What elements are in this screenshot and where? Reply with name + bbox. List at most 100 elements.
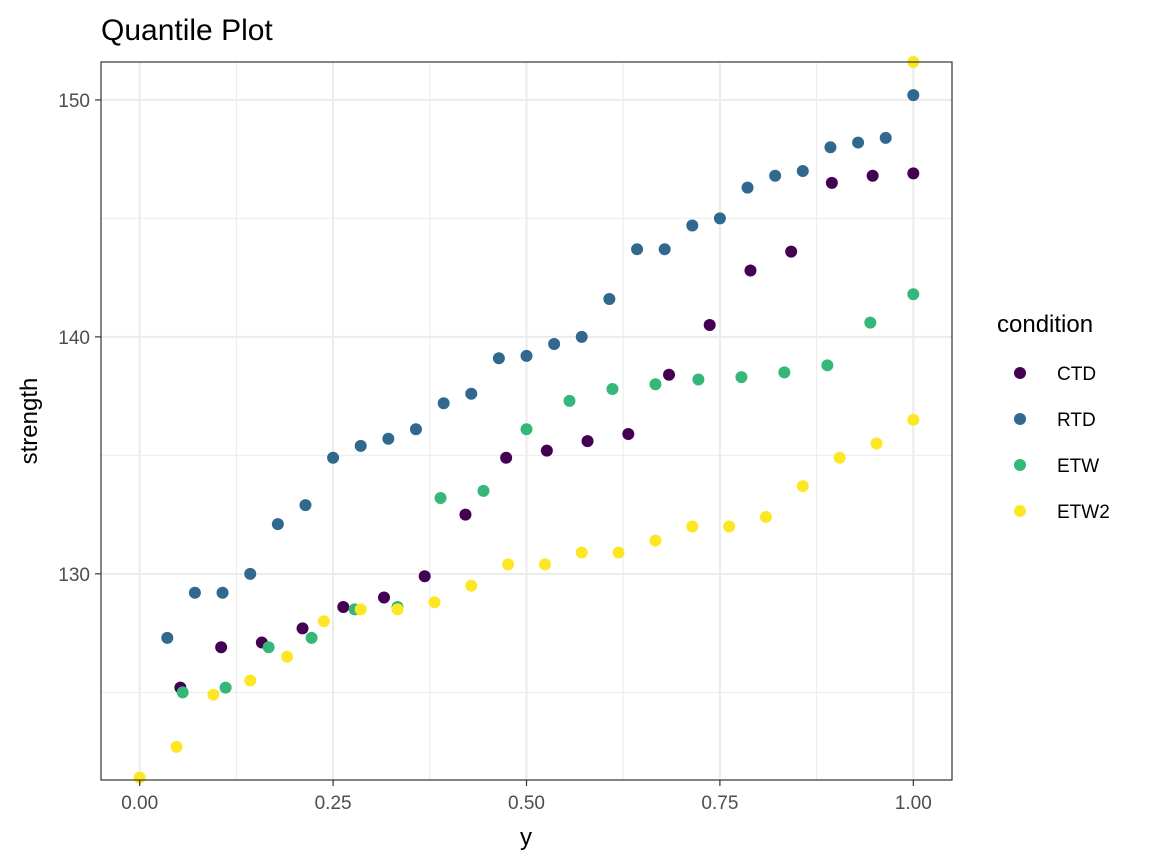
data-point [219, 681, 232, 694]
x-tick-label: 0.25 [315, 793, 352, 814]
data-point [409, 423, 422, 436]
data-point [337, 601, 350, 614]
x-tick-label: 0.00 [121, 793, 158, 814]
data-point [548, 337, 561, 350]
data-point [299, 499, 312, 512]
data-point [649, 378, 662, 391]
data-point [824, 141, 837, 154]
data-point [305, 631, 318, 644]
data-point [649, 534, 662, 547]
data-point [262, 641, 275, 654]
data-point [492, 352, 505, 365]
data-point [215, 641, 228, 654]
data-point [735, 371, 748, 384]
data-point [244, 674, 257, 687]
data-point [703, 319, 716, 332]
x-tick-label: 0.50 [508, 793, 545, 814]
data-point [759, 510, 772, 523]
data-point [606, 383, 619, 396]
data-point [622, 428, 635, 441]
legend-item-etw2: ETW2 [1014, 502, 1110, 523]
data-point [612, 546, 625, 559]
data-point [281, 650, 294, 663]
data-point [437, 397, 450, 410]
data-point [866, 169, 879, 182]
data-point [176, 686, 189, 699]
x-axis-ticks: 0.00 0.25 0.50 0.75 1.00 [121, 780, 932, 814]
data-point [581, 435, 594, 448]
data-point [428, 596, 441, 609]
x-axis-title: y [520, 824, 532, 851]
legend: condition CTD RTD ETW ETW2 [997, 311, 1110, 523]
data-point [907, 413, 920, 426]
data-point [216, 586, 229, 599]
y-axis-title: strength [16, 378, 43, 465]
legend-item-etw: ETW [1014, 456, 1099, 477]
data-point [796, 480, 809, 493]
data-point [663, 368, 676, 381]
legend-key [1014, 505, 1026, 517]
data-point [500, 451, 513, 464]
data-point [658, 243, 671, 256]
data-point [520, 349, 533, 362]
data-point [434, 492, 447, 505]
data-point [317, 615, 330, 628]
data-point [744, 264, 757, 277]
y-tick-label: 140 [58, 328, 90, 349]
data-point [833, 451, 846, 464]
data-point [603, 292, 616, 305]
data-point [825, 176, 838, 189]
data-point [133, 771, 146, 784]
series-rtd [161, 89, 920, 644]
data-point [907, 167, 920, 180]
data-point [741, 181, 754, 194]
data-point [575, 546, 588, 559]
legend-item-rtd: RTD [1014, 410, 1096, 431]
data-point [207, 688, 220, 701]
legend-label: ETW [1057, 456, 1099, 477]
data-point [796, 165, 809, 178]
data-point [575, 330, 588, 343]
legend-label: RTD [1057, 410, 1096, 431]
data-point [327, 451, 340, 464]
chart-title: Quantile Plot [101, 14, 273, 47]
data-point [377, 591, 390, 604]
data-point [686, 520, 699, 533]
x-tick-label: 1.00 [895, 793, 932, 814]
data-point [244, 567, 257, 580]
data-point [540, 444, 553, 457]
data-point [870, 437, 883, 450]
data-point [686, 219, 699, 232]
data-point [785, 245, 798, 258]
legend-item-ctd: CTD [1014, 364, 1096, 385]
data-point [459, 508, 472, 521]
data-point [354, 603, 367, 616]
legend-key [1014, 413, 1026, 425]
data-point [188, 586, 201, 599]
data-point [852, 136, 865, 149]
legend-label: ETW2 [1057, 502, 1110, 523]
data-point [821, 359, 834, 372]
data-point [907, 89, 920, 102]
data-point [354, 439, 367, 452]
legend-key [1014, 367, 1026, 379]
data-point [465, 579, 478, 592]
data-point [692, 373, 705, 386]
legend-label: CTD [1057, 364, 1096, 385]
legend-items: CTD RTD ETW ETW2 [1014, 364, 1110, 523]
x-tick-label: 0.75 [701, 793, 738, 814]
data-point [271, 518, 284, 531]
data-point [391, 603, 404, 616]
grid-lines [101, 62, 952, 780]
data-point [418, 570, 431, 583]
data-point [296, 622, 309, 635]
data-point [563, 394, 576, 407]
data-point [713, 212, 726, 225]
data-point [723, 520, 736, 533]
data-point [778, 366, 791, 379]
data-point [382, 432, 395, 445]
data-point [170, 740, 183, 753]
legend-key [1014, 459, 1026, 471]
data-point [161, 631, 174, 644]
